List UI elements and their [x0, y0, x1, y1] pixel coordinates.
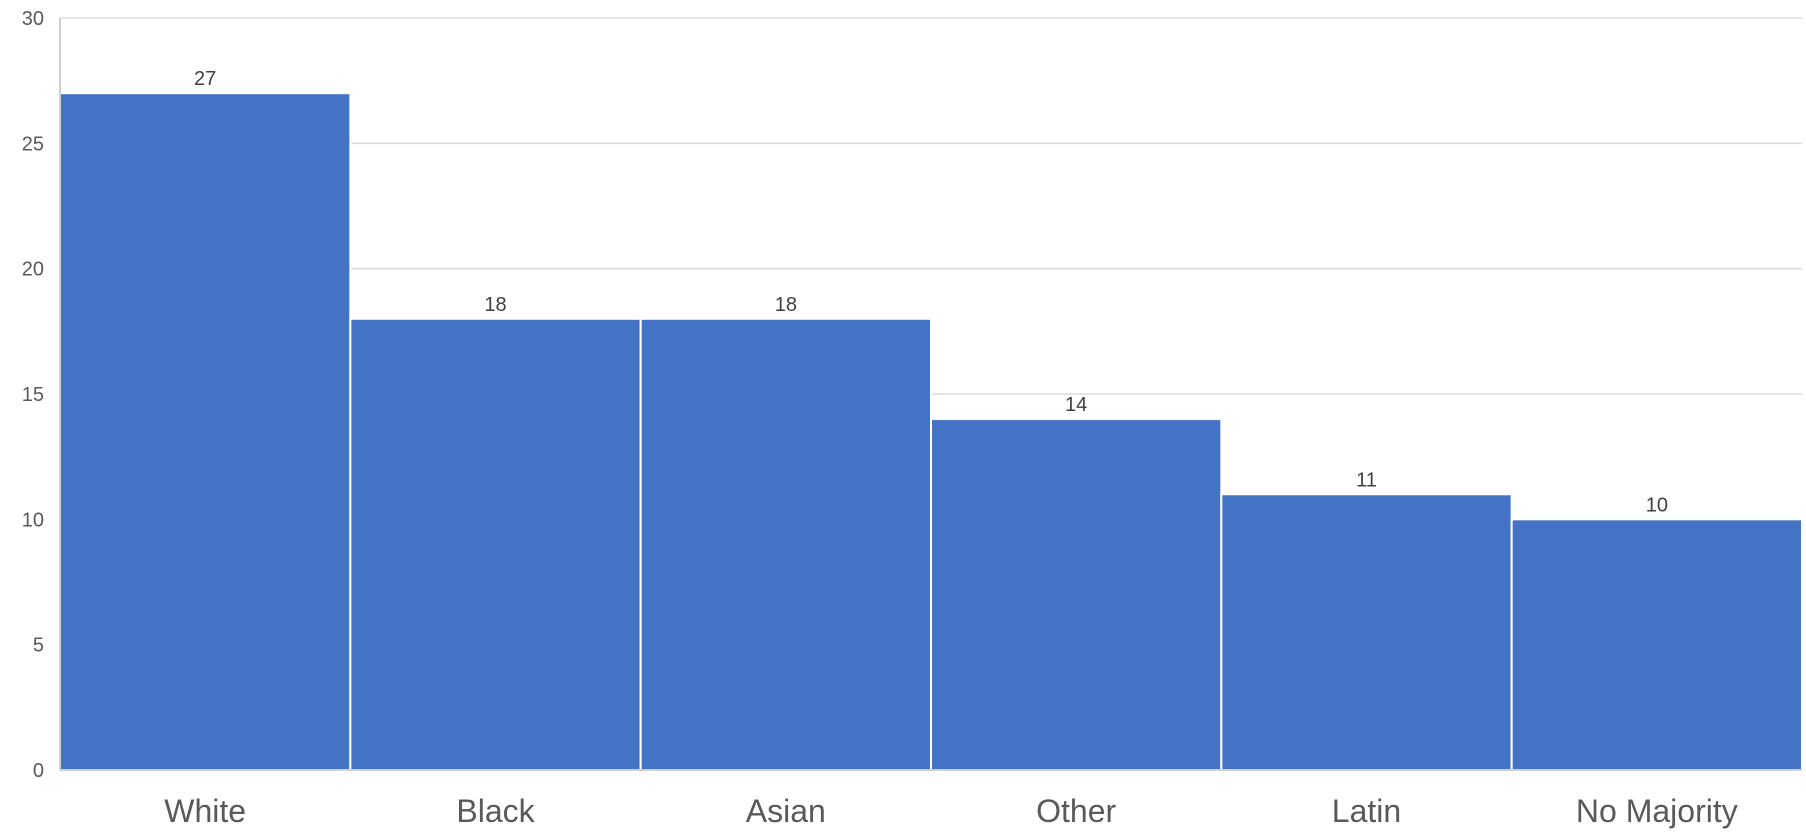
y-tick-label: 0 [33, 760, 44, 782]
x-category-label: Asian [746, 793, 826, 829]
data-label: 18 [775, 294, 797, 316]
bar-black [349, 317, 642, 771]
y-tick-label: 10 [22, 509, 44, 531]
data-label: 10 [1646, 494, 1668, 516]
labels: 0 5 10 15 20 25 30 27 White 18 Black 18 Asian 14 Other… [22, 8, 1738, 829]
bar-latin [1220, 493, 1513, 771]
x-category-label: No Majority [1576, 793, 1738, 829]
data-label: 11 [1356, 469, 1377, 491]
y-tick-label: 20 [22, 259, 44, 281]
x-category-label: Latin [1332, 793, 1401, 829]
axes [59, 18, 1802, 771]
y-tick-label: 30 [22, 8, 44, 30]
x-category-label: Black [456, 793, 535, 829]
data-label: 27 [194, 68, 216, 90]
y-tick-label: 5 [33, 635, 44, 657]
data-label: 14 [1065, 394, 1087, 416]
y-tick-label: 25 [22, 133, 44, 155]
x-category-label: White [164, 793, 246, 829]
bar-no-majority [1510, 518, 1803, 771]
bar-other [930, 418, 1223, 771]
x-category-label: Other [1036, 793, 1116, 829]
bar-white [59, 92, 352, 771]
data-label: 18 [484, 294, 506, 316]
bar-asian [639, 317, 933, 771]
y-tick-label: 15 [22, 384, 44, 406]
bars [59, 92, 1803, 771]
